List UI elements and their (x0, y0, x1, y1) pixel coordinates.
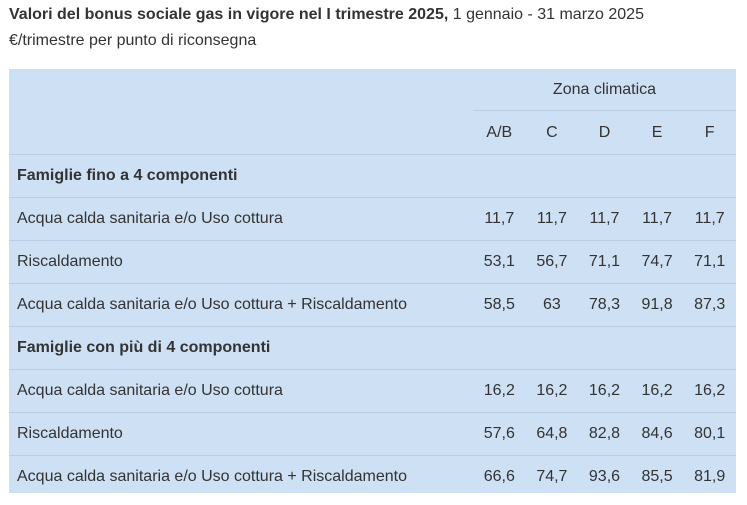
value-cell: 11,7 (525, 197, 579, 241)
value-cell: 80,1 (683, 412, 736, 456)
caption-unit: €/trimestre per punto di riconsegna (9, 32, 257, 49)
row-label: Riscaldamento (9, 412, 473, 456)
value-cell: 78,3 (578, 283, 631, 327)
value-cell: 11,7 (473, 197, 526, 241)
group-title: Famiglie con più di 4 componenti (9, 326, 736, 370)
value-cell: 87,3 (683, 283, 736, 327)
value-cell: 16,2 (525, 369, 579, 413)
value-cell: 81,9 (683, 455, 736, 498)
value-cell: 84,6 (630, 412, 684, 456)
value-cell: 91,8 (630, 283, 684, 327)
value-cell: 63 (525, 283, 579, 327)
column-header: C (546, 123, 558, 141)
column-header: E (651, 123, 663, 141)
table-row: Riscaldamento 57,6 64,8 82,8 84,6 80,1 (9, 412, 736, 456)
value-cell: 93,6 (578, 455, 631, 498)
table-caption: Valori del bonus sociale gas in vigore n… (9, 5, 644, 25)
value-cell: 11,7 (683, 197, 736, 241)
header-row-zone: Zona climatica (9, 69, 736, 111)
header-empty-cell (9, 111, 473, 155)
bonus-table-container: Zona climatica A/B C D E F Famiglie fino… (9, 69, 736, 498)
value-cell: 71,1 (683, 240, 736, 284)
value-cell: 74,7 (630, 240, 684, 284)
value-cell: 64,8 (525, 412, 579, 456)
caption-title-dates: 1 gennaio - 31 marzo 2025 (448, 6, 644, 23)
table-row: Acqua calda sanitaria e/o Uso cottura + … (9, 283, 736, 327)
value-cell: 74,7 (525, 455, 579, 498)
value-cell: 82,8 (578, 412, 631, 456)
table-row: Riscaldamento 53,1 56,7 71,1 74,7 71,1 (9, 240, 736, 284)
value-cell: 11,7 (578, 197, 631, 241)
value-cell: 11,7 (630, 197, 684, 241)
value-cell: 16,2 (473, 369, 526, 413)
header-empty-cell (9, 69, 473, 111)
column-header: D (598, 123, 611, 141)
row-label: Acqua calda sanitaria e/o Uso cottura (9, 369, 473, 413)
group-row: Famiglie con più di 4 componenti (9, 326, 736, 370)
value-cell: 56,7 (525, 240, 579, 284)
value-cell: 53,1 (473, 240, 526, 284)
value-cell: 16,2 (578, 369, 631, 413)
row-label: Acqua calda sanitaria e/o Uso cottura + … (9, 455, 473, 498)
table-row: Acqua calda sanitaria e/o Uso cottura 16… (9, 369, 736, 413)
value-cell: 16,2 (630, 369, 684, 413)
value-cell: 58,5 (473, 283, 526, 327)
value-cell: 85,5 (630, 455, 684, 498)
caption-title-bold: Valori del bonus sociale gas in vigore n… (9, 6, 449, 23)
value-cell: 71,1 (578, 240, 631, 284)
column-header: F (704, 123, 715, 141)
value-cell: 57,6 (473, 412, 526, 456)
table-row: Acqua calda sanitaria e/o Uso cottura 11… (9, 197, 736, 241)
value-cell: 66,6 (473, 455, 526, 498)
table-row: Acqua calda sanitaria e/o Uso cottura + … (9, 455, 736, 498)
value-cell: 16,2 (683, 369, 736, 413)
header-row-columns: A/B C D E F (9, 111, 736, 155)
zone-header: Zona climatica (473, 69, 736, 111)
column-header: A/B (486, 123, 513, 141)
bonus-table: Zona climatica A/B C D E F Famiglie fino… (9, 69, 736, 498)
row-label: Acqua calda sanitaria e/o Uso cottura + … (9, 283, 473, 327)
group-title: Famiglie fino a 4 componenti (9, 154, 736, 198)
row-label: Riscaldamento (9, 240, 473, 284)
group-row: Famiglie fino a 4 componenti (9, 154, 736, 198)
row-label: Acqua calda sanitaria e/o Uso cottura (9, 197, 473, 241)
